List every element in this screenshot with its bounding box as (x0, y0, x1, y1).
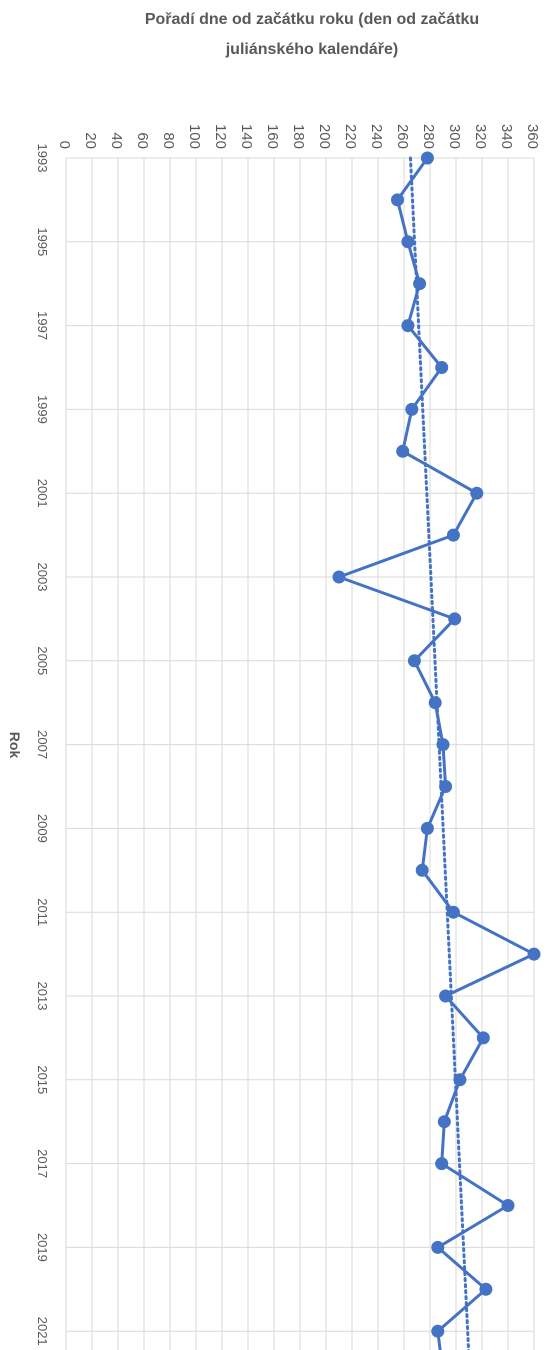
value-tick-label: 160 (264, 124, 281, 149)
data-point (448, 612, 462, 626)
value-tick-label: 60 (134, 132, 151, 149)
year-axis-label: Rok (7, 732, 23, 759)
data-point (420, 151, 434, 165)
data-point (435, 361, 449, 374)
data-point (431, 1240, 445, 1254)
data-point (391, 193, 404, 207)
year-tick-label: 1995 (35, 227, 50, 256)
year-tick-label: 2017 (35, 1149, 50, 1178)
value-axis-ticks: 0 20 40 60 80 100 120 140 160 180 200 220 240 260 280 3… (56, 124, 541, 149)
value-tick-label: 340 (498, 124, 515, 149)
data-point (401, 319, 415, 333)
gridlines (65, 157, 535, 1350)
data-point (470, 486, 484, 500)
value-tick-label: 180 (290, 124, 307, 149)
value-tick-label: 0 (56, 141, 73, 149)
data-point (439, 780, 453, 793)
data-point (431, 1324, 445, 1338)
series-line (337, 157, 536, 1350)
data-point (435, 1157, 449, 1171)
year-tick-label: 2011 (35, 898, 50, 926)
data-point (527, 947, 541, 961)
data-point (436, 738, 450, 752)
year-tick-label: 1993 (35, 144, 50, 173)
value-tick-label: 40 (108, 132, 125, 149)
value-tick-label: 200 (316, 124, 333, 149)
data-point (476, 1031, 490, 1045)
data-point (401, 235, 415, 249)
year-tick-label: 2013 (35, 982, 50, 1011)
series-markers (332, 151, 541, 1338)
value-tick-label: 80 (160, 132, 177, 149)
data-point (439, 989, 453, 1003)
year-tick-label: 2009 (35, 814, 50, 843)
chart-title-line-1: Pořadí dne od začátku roku (den od začát… (145, 11, 479, 28)
value-tick-label: 240 (368, 124, 385, 149)
data-point (446, 905, 460, 919)
value-tick-label: 20 (82, 132, 99, 149)
year-tick-label: 2015 (35, 1065, 50, 1094)
year-tick-label: 2005 (35, 646, 50, 675)
chart-title-line-2: juliánského kalendáře) (225, 41, 399, 58)
data-point (407, 654, 421, 668)
data-point (396, 444, 410, 458)
value-tick-label: 360 (524, 124, 541, 149)
data-point (453, 1073, 467, 1087)
value-tick-label: 280 (420, 124, 437, 149)
data-point (446, 528, 460, 542)
data-point (405, 402, 419, 416)
trendline (408, 156, 471, 1350)
value-tick-label: 260 (394, 124, 411, 149)
data-point (420, 821, 434, 835)
data-point (415, 863, 429, 877)
data-point (437, 1115, 451, 1129)
year-tick-label: 2019 (35, 1233, 50, 1262)
year-tick-label: 2001 (35, 479, 50, 508)
value-tick-label: 120 (212, 124, 229, 149)
data-point (479, 1282, 493, 1296)
data-point (332, 570, 346, 584)
data-point (501, 1199, 515, 1212)
value-tick-label: 220 (342, 124, 359, 149)
value-tick-label: 100 (186, 124, 203, 149)
value-tick-label: 320 (472, 124, 489, 149)
value-tick-label: 140 (238, 124, 255, 149)
year-tick-label: 2021 (35, 1317, 50, 1346)
year-tick-label: 2003 (35, 563, 50, 592)
value-tick-label: 300 (446, 124, 463, 149)
year-tick-label: 2007 (35, 730, 50, 759)
data-point (413, 277, 427, 291)
year-tick-label: 1997 (35, 311, 50, 340)
year-axis-ticks: 1993 1995 1997 1999 2001 2003 2005 2007 2009 2011… (35, 144, 50, 1346)
data-point (428, 696, 442, 710)
year-tick-label: 1999 (35, 395, 50, 424)
